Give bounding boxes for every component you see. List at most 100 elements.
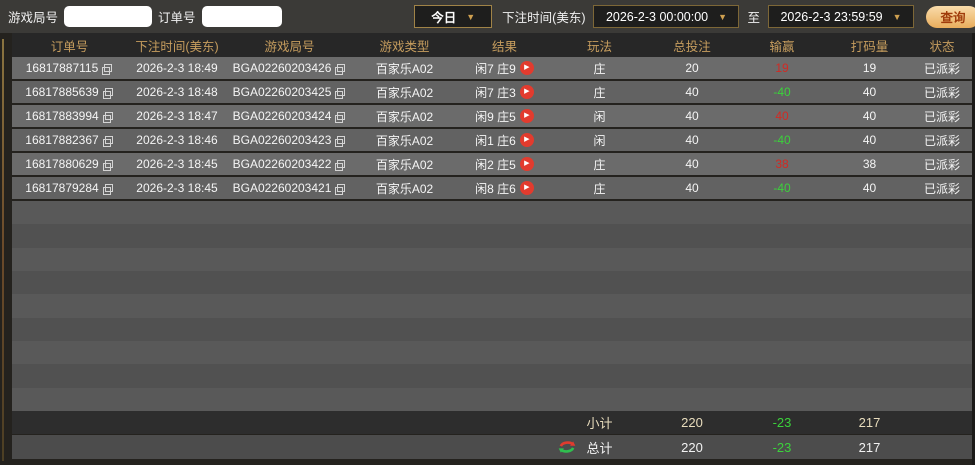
game-round: BGA02260203423 [232,133,332,147]
turnover: 40 [862,181,877,195]
bet-time-label: 下注时间(美东) [502,11,586,25]
table-row: 16817882367 2026-2-3 18:46 BGA0226020342… [12,129,972,151]
total-bet: 40 [685,157,699,171]
subtotal-row: 小计 220 -23 217 [12,411,972,434]
total-bet: 40 [685,109,699,123]
turnover: 40 [862,109,877,123]
subtotal-label: 小计 [586,416,613,431]
copy-icon[interactable] [102,64,113,75]
bet-time: 2026-2-3 18:45 [136,181,218,195]
total-label: 总计 [586,440,613,456]
copy-icon[interactable] [335,64,346,75]
turnover: 40 [862,85,877,99]
turnover: 38 [862,157,877,171]
play-icon[interactable]: ▶ [519,61,534,75]
date-filter-group: 今日 ▼ 下注时间(美东) 2026-2-3 00:00:00 ▼ 至 2026… [414,5,975,28]
filter-bar: 游戏局号 订单号 今日 ▼ 下注时间(美东) 2026-2-3 00:00:00… [0,0,975,33]
play-icon[interactable]: ▶ [519,133,534,147]
win-loss-value: 19 [775,61,789,75]
copy-icon[interactable] [335,184,346,195]
win-loss-value: 38 [775,157,789,171]
subtotal-total-bet: 220 [681,415,703,430]
total-row: 总计 220 -23 217 [12,435,972,459]
game-round: BGA02260203424 [232,109,332,123]
right-frame [972,33,975,465]
status-badge: 已派彩 [923,181,960,196]
table-row: 16817880629 2026-2-3 18:45 BGA0226020342… [12,153,972,175]
range-select[interactable]: 今日 ▼ [414,5,493,28]
empty-rows-area [12,201,972,411]
turnover: 40 [862,133,877,147]
result-text: 闲9 庄5 [475,109,516,124]
status-badge: 已派彩 [923,85,960,100]
copy-icon[interactable] [102,136,114,147]
order-no: 16817887115 [25,61,99,75]
copy-icon[interactable] [335,160,346,171]
copy-icon[interactable] [102,112,114,123]
empty-stripe [12,201,972,225]
total-bet: 40 [685,133,699,147]
subtotal-win-loss: -23 [772,415,792,430]
table-row: 16817883994 2026-2-3 18:47 BGA0226020342… [12,105,972,127]
total-turnover: 217 [858,439,881,455]
copy-icon[interactable] [335,88,346,99]
win-loss-value: 40 [775,109,789,123]
order-no-input[interactable] [201,6,282,27]
play-type: 庄 [593,61,606,76]
play-icon[interactable]: ▶ [519,181,534,195]
empty-stripe [12,224,972,248]
play-icon[interactable]: ▶ [519,109,534,123]
chevron-down-icon: ▼ [466,11,476,22]
chevron-down-icon: ▼ [892,11,902,22]
game-round: BGA02260203426 [232,61,332,75]
copy-icon[interactable] [102,184,114,195]
play-icon[interactable]: ▶ [519,157,534,171]
query-button[interactable]: 查询 [926,5,975,28]
copy-icon[interactable] [335,112,346,123]
empty-stripe [12,294,972,318]
game-type: 百家乐A02 [375,61,434,76]
game-type: 百家乐A02 [375,109,434,124]
header-status: 状态 [929,39,955,54]
game-type: 百家乐A02 [375,157,434,172]
bet-time: 2026-2-3 18:45 [136,157,218,171]
header-turnover: 打码量 [850,39,889,54]
order-no: 16817880629 [25,157,99,171]
table-row: 16817879284 2026-2-3 18:45 BGA0226020342… [12,177,972,199]
result-text: 闲7 庄3 [475,85,516,100]
header-bet-time: 下注时间(美东) [135,39,219,54]
result-text: 闲2 庄5 [475,157,516,172]
win-loss-value: -40 [773,133,791,147]
header-total-bet: 总投注 [673,39,711,54]
date-to-select[interactable]: 2026-2-3 23:59:59 ▼ [768,5,914,28]
table-row: 16817887115 2026-2-3 18:49 BGA0226020342… [12,57,972,79]
left-frame [0,33,12,465]
game-round: BGA02260203421 [232,181,332,195]
play-type: 闲 [593,109,606,124]
header-game-type: 游戏类型 [379,39,430,54]
game-type: 百家乐A02 [375,133,434,148]
header-win-loss: 输赢 [769,39,795,54]
copy-icon[interactable] [102,88,114,99]
play-type: 庄 [593,181,606,196]
bet-time: 2026-2-3 18:46 [136,133,218,147]
date-from-select[interactable]: 2026-2-3 00:00:00 ▼ [593,5,740,28]
total-bet: 40 [685,85,699,99]
refresh-icon[interactable] [558,440,576,454]
to-label: 至 [747,11,760,25]
copy-icon[interactable] [335,136,346,147]
status-badge: 已派彩 [923,157,960,172]
play-icon[interactable]: ▶ [519,85,534,99]
game-round-input[interactable] [64,6,153,27]
header-result: 结果 [491,39,517,54]
empty-stripe [12,364,972,388]
game-type: 百家乐A02 [375,85,434,100]
game-round-label: 游戏局号 [8,11,59,25]
copy-icon[interactable] [102,160,114,171]
empty-stripe [12,340,972,365]
header-play: 玩法 [586,39,612,54]
empty-stripe [12,270,972,295]
win-loss-value: -40 [773,181,791,195]
subtotal-turnover: 217 [858,415,881,430]
